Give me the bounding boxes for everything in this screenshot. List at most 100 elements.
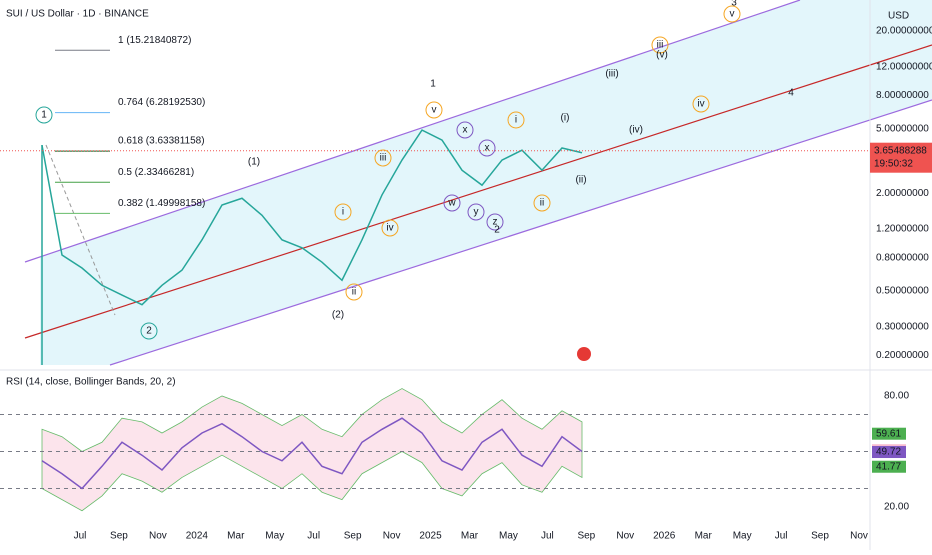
currency: USD [888, 11, 909, 22]
x-tick-label: Mar [227, 531, 245, 542]
wave-circle [443, 194, 461, 212]
y-tick-label: 1.20000000 [876, 224, 929, 235]
price-line [41, 129, 583, 306]
x-tick-label: Jul [541, 531, 554, 542]
wave-label: (iii) [605, 69, 618, 80]
wave-label: w [447, 198, 456, 209]
channel-upper [24, 0, 801, 263]
wave-label: v [730, 9, 735, 20]
wave-circle [334, 203, 352, 221]
chart-title: SUI / US Dollar · 1D · BINANCE [6, 9, 149, 20]
x-tick-label: Jul [74, 531, 87, 542]
fib-label: 0.5 (2.33466281) [118, 167, 194, 178]
wave-circle [140, 322, 158, 340]
rsi-badge-label: 41.77 [876, 461, 901, 472]
wave-label: (1) [248, 157, 260, 168]
fib-label: 0.382 (1.49998158) [118, 198, 205, 209]
y-tick-label: 12.00000000 [876, 62, 932, 73]
wave-label: ii [352, 287, 356, 298]
y-tick-label: 0.80000000 [876, 252, 929, 263]
rsi-badge [872, 446, 906, 459]
y-tick-label: 0.50000000 [876, 285, 929, 296]
x-tick-label: Sep [577, 531, 595, 542]
wave-circle [478, 139, 496, 157]
fib-label: 0.764 (6.28192530) [118, 97, 205, 108]
wave-circle [651, 36, 669, 54]
wave-label: (2) [332, 310, 344, 321]
wave-label: iii [657, 40, 664, 51]
y-tick-label: 0.20000000 [876, 350, 929, 361]
event-icon[interactable] [577, 347, 591, 361]
wave-circle [374, 149, 392, 167]
rsi-tick-label: 80.00 [884, 391, 909, 402]
fib-label: 1 (15.21840872) [118, 35, 191, 46]
wave-label: v [432, 105, 437, 116]
wave-label: y [474, 207, 479, 218]
last-price-badge [870, 142, 932, 173]
wave-circle [507, 111, 525, 129]
wave-circle [456, 121, 474, 139]
x-tick-label: Sep [110, 531, 128, 542]
x-tick-label: May [733, 531, 752, 542]
x-tick-label: Sep [344, 531, 362, 542]
x-tick-label: 2026 [653, 531, 676, 542]
rsi-badge [872, 427, 906, 440]
x-tick-label: Nov [850, 531, 868, 542]
wave-circle [425, 101, 443, 119]
rsi-tick-label: 20.00 [884, 502, 909, 513]
wave-circle [381, 219, 399, 237]
wave-label: i [342, 207, 344, 218]
wave-label: 1 [430, 79, 436, 90]
wave-circle [533, 194, 551, 212]
x-tick-label: Nov [383, 531, 401, 542]
countdown: 19:50:32 [874, 158, 913, 169]
wave-circle [467, 203, 485, 221]
channel-fill [40, 0, 932, 365]
wave-label: 2 [146, 326, 152, 337]
last-price: 3.65488288 [874, 145, 927, 156]
wave-label: (ii) [575, 175, 586, 186]
wave-label: i [515, 115, 517, 126]
x-tick-label: 2024 [186, 531, 209, 542]
rsi-badge [872, 460, 906, 473]
wave-label: x [485, 143, 490, 154]
bb-band [41, 388, 583, 512]
y-tick-label: 2.00000000 [876, 188, 929, 199]
wave-label: iv [386, 223, 393, 234]
wave-label: iii [380, 153, 387, 164]
x-tick-label: Jul [307, 531, 320, 542]
fib-label: 0.618 (3.63381158) [118, 136, 205, 147]
wave-label: 4 [788, 88, 794, 99]
rsi-badge-label: 49.72 [876, 447, 901, 458]
wave-circle [486, 213, 504, 231]
rsi-badge-label: 59.61 [876, 428, 901, 439]
y-tick-label: 5.00000000 [876, 123, 929, 134]
wave-label: 2 [494, 225, 500, 236]
wave-label: x [463, 125, 468, 136]
wave-label: z [493, 217, 498, 228]
x-tick-label: Mar [461, 531, 479, 542]
y-tick-label: 0.30000000 [876, 321, 929, 332]
wave-label: (iv) [629, 125, 643, 136]
x-tick-label: Nov [149, 531, 167, 542]
x-tick-label: Jul [775, 531, 788, 542]
fib-trend [45, 144, 116, 316]
channel-middle [24, 44, 932, 339]
wave-label: 1 [41, 110, 47, 121]
rsi-title: RSI (14, close, Bollinger Bands, 20, 2) [6, 377, 176, 388]
x-tick-label: Mar [695, 531, 713, 542]
wave-circle [35, 106, 53, 124]
y-tick-label: 8.00000000 [876, 90, 929, 101]
wave-circle [723, 5, 741, 23]
x-tick-label: 2025 [419, 531, 442, 542]
y-tick-label: 20.00000000 [876, 26, 932, 37]
x-tick-label: Nov [616, 531, 634, 542]
x-tick-label: Sep [811, 531, 829, 542]
wave-label: iv [697, 99, 704, 110]
wave-label: (i) [561, 113, 570, 124]
price-line [41, 417, 583, 490]
x-tick-label: May [265, 531, 284, 542]
wave-label: ii [540, 198, 544, 209]
